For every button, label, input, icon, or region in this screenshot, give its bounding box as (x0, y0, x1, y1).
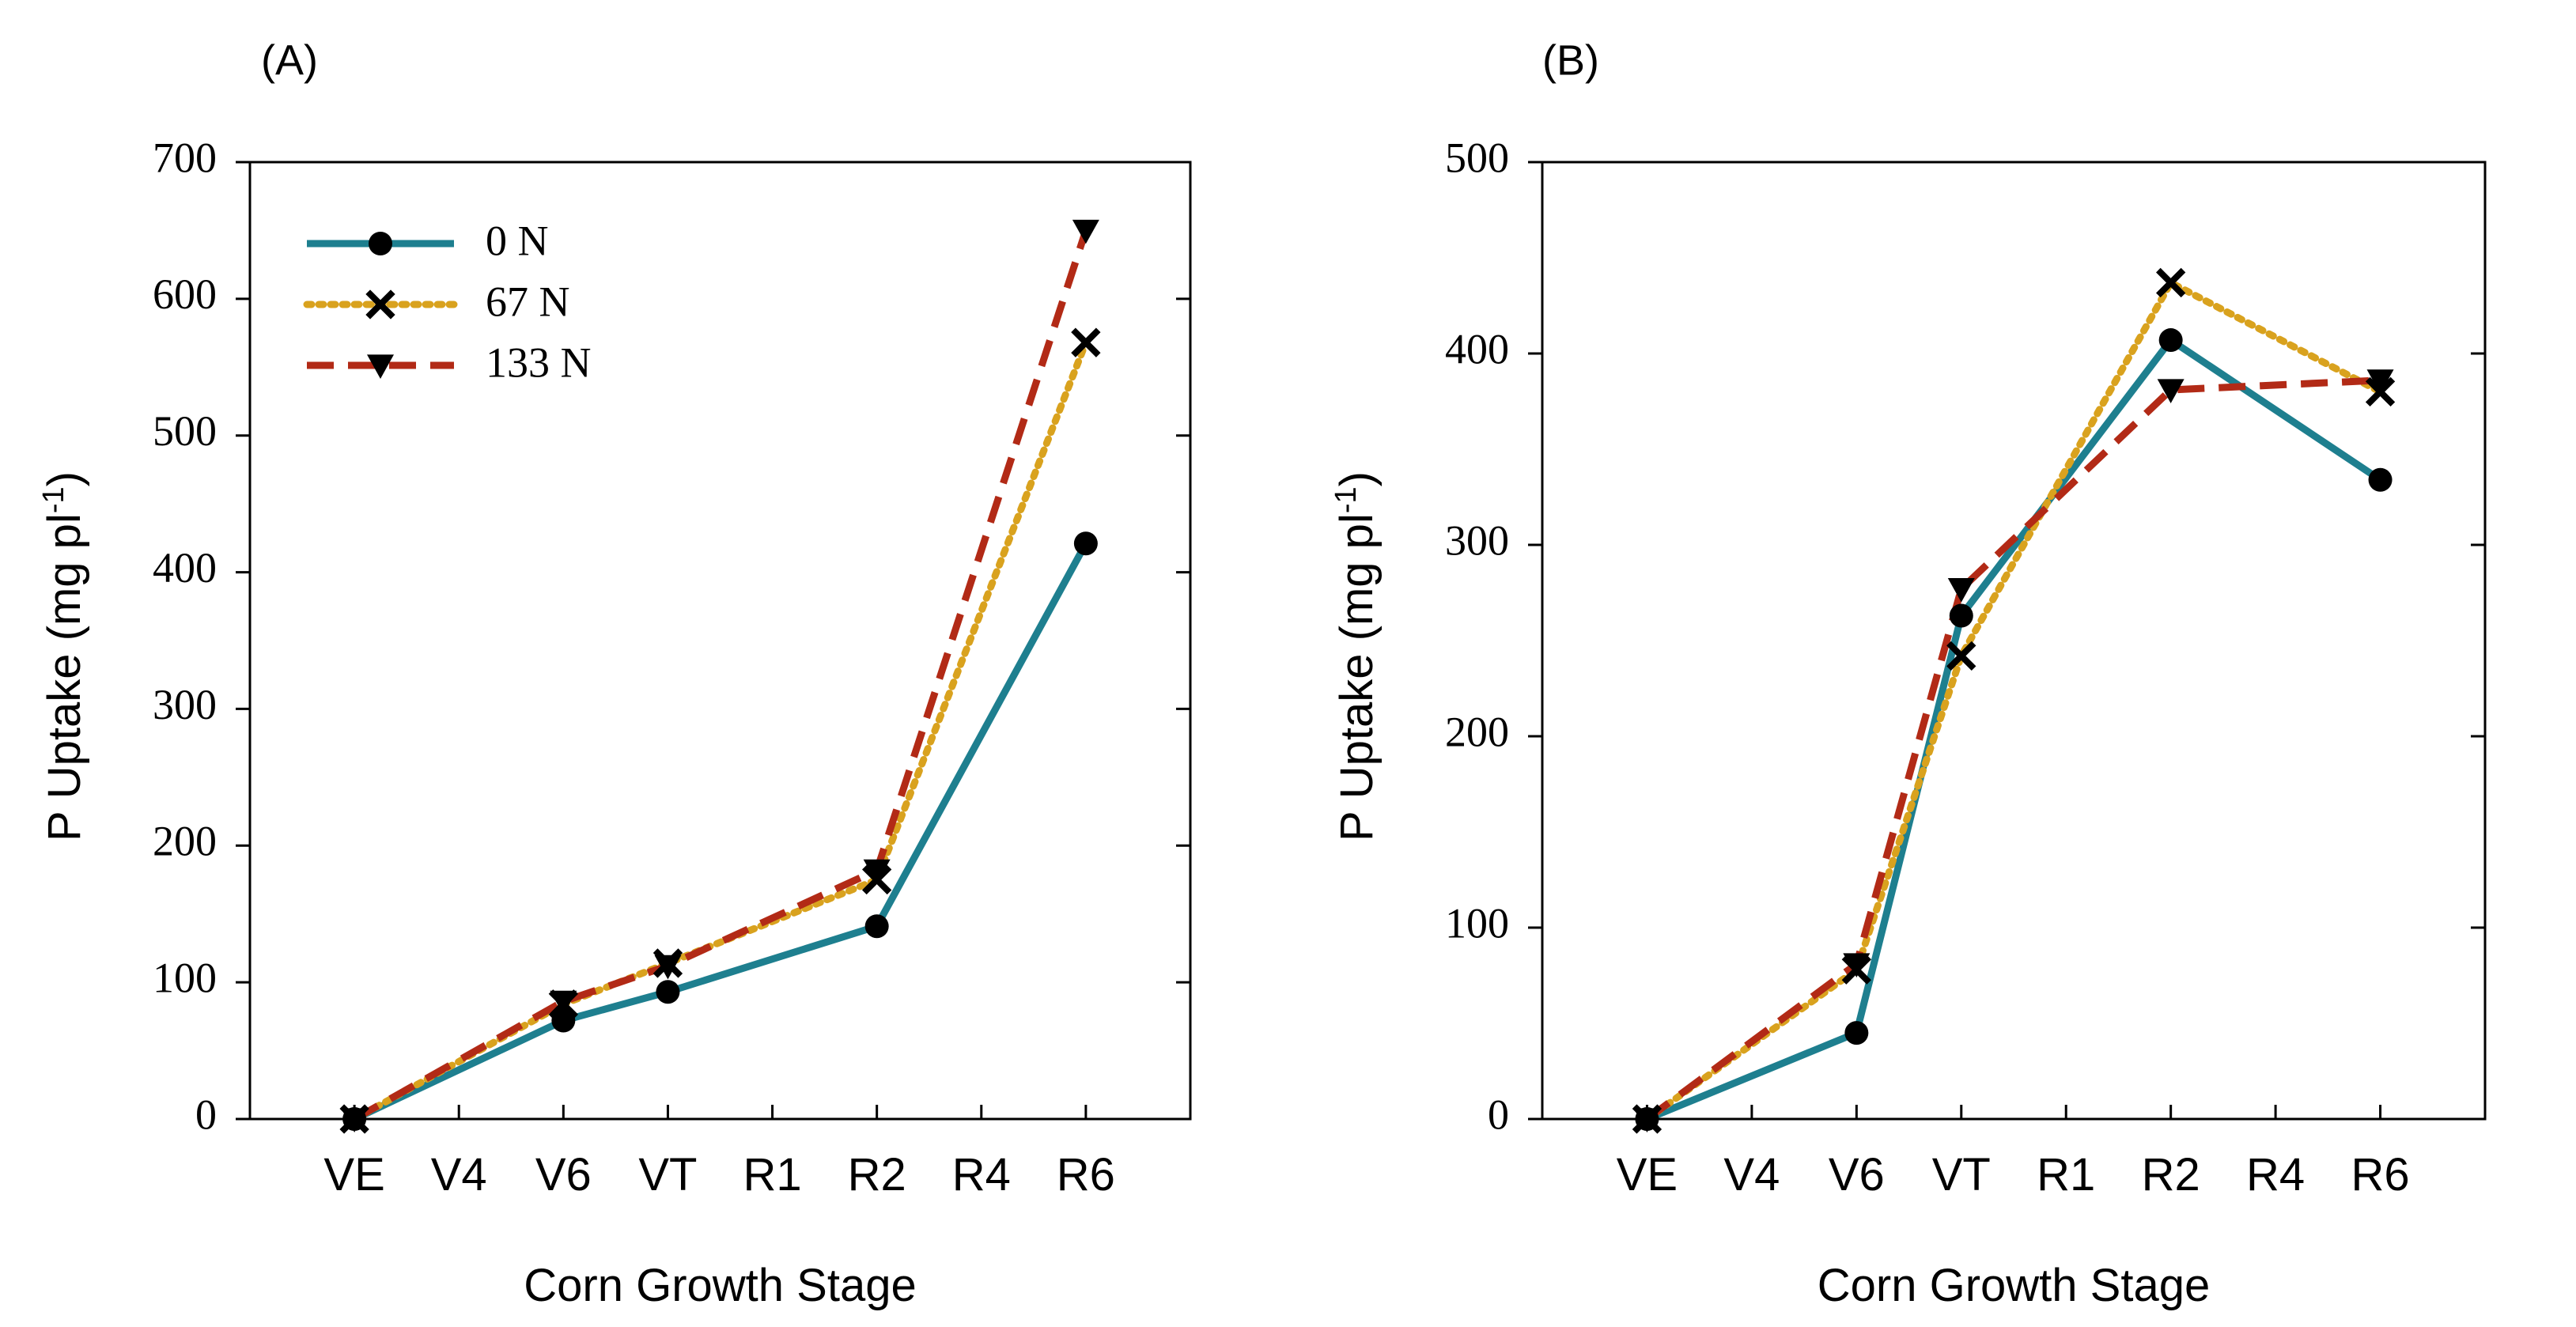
data-point-67n (2156, 267, 2186, 298)
series-line-67n (350, 338, 1090, 1123)
y-tick-label: 600 (153, 270, 217, 318)
x-tick-label: R2 (2142, 1149, 2200, 1200)
y-tick-label: 400 (153, 544, 217, 592)
data-point-67n (1071, 327, 1101, 357)
y-tick-label: 200 (1445, 708, 1509, 755)
x-axis-title-b: Corn Growth Stage (1818, 1260, 2210, 1311)
legend: 0 N 67 N 133 N (303, 217, 592, 386)
y-axis-title-b: P Uptake (mg pl-1) (1330, 471, 1383, 841)
data-point-133n (1843, 953, 1871, 977)
panel-a: (A) 0 100 200 300 400 500 600 700 VE V4 V6 VT R1 R2 R4 R… (37, 36, 1192, 1311)
legend-marker-0 (369, 232, 392, 255)
data-point-0n (2368, 467, 2393, 492)
legend-label-2: 133 N (486, 338, 592, 386)
panel-label-a: (A) (261, 36, 318, 84)
x-tick-label: V4 (1723, 1149, 1780, 1200)
data-point-133n (1633, 1108, 1661, 1132)
data-point-67n (1946, 641, 1976, 671)
x-tick-label: VT (638, 1149, 697, 1200)
data-point-0n (551, 1008, 576, 1033)
series-line-133n (352, 229, 1090, 1122)
legend-marker-2 (367, 354, 394, 379)
y-tick-label: 300 (1445, 516, 1509, 564)
x-tick-label: R4 (2246, 1149, 2305, 1200)
data-point-0n (1073, 531, 1098, 556)
data-point-133n (654, 955, 682, 980)
y-tick-label: 700 (153, 134, 217, 181)
x-axis-title-a: Corn Growth Stage (524, 1260, 916, 1311)
data-point-0n (864, 914, 889, 939)
panel-label-b: (B) (1542, 36, 1599, 84)
data-point-0n (1949, 603, 1973, 628)
data-point-133n (2366, 369, 2394, 394)
y-tick-label: 400 (1445, 325, 1509, 372)
data-point-133n (341, 1108, 369, 1132)
y-tick-label: 0 (195, 1091, 217, 1138)
plot-frame-a (248, 161, 1192, 1121)
data-point-133n (2157, 379, 2184, 403)
series-line-133n (1644, 376, 2381, 1122)
data-point-133n (550, 990, 577, 1015)
series-line-0n (1645, 336, 2383, 1123)
y-tick-label: 300 (153, 681, 217, 728)
data-point-0n (2158, 328, 2183, 353)
x-tick-label: R6 (1057, 1149, 1115, 1200)
y-axis-title-sup: -1 (37, 486, 70, 513)
plot-frame-b (1541, 161, 2487, 1121)
x-tick-label: VE (323, 1149, 384, 1200)
x-tick-label: R6 (2351, 1149, 2409, 1200)
data-point-67n-stroke-b (1071, 327, 1101, 357)
data-point-67n-stroke-b (2156, 267, 2186, 298)
x-tick-label: R1 (2037, 1149, 2095, 1200)
data-point-0n (1844, 1021, 1869, 1045)
y-axis-title-main: P Uptake (mg pl (1331, 513, 1383, 841)
x-tick-label: R1 (743, 1149, 801, 1200)
panel-b: (B) 0 100 200 300 400 500 VE V4 V6 VT R1 R2 R4 R6 Corn … (1330, 36, 2487, 1311)
x-tick-label: VE (1617, 1149, 1678, 1200)
y-axis-title-main: P Uptake (mg pl (39, 513, 90, 841)
data-point-67n-stroke-b (1946, 641, 1976, 671)
x-tick-label: VT (1932, 1149, 1991, 1200)
y-tick-label: 500 (1445, 134, 1509, 181)
y-axis-title-sup: -1 (1330, 486, 1363, 513)
legend-marker-1 (365, 289, 395, 319)
x-tick-label: V6 (535, 1149, 592, 1200)
data-point-0n (656, 980, 680, 1004)
y-axis-title-close: ) (39, 471, 90, 486)
y-tick-label: 100 (153, 955, 217, 1002)
x-tick-label: V6 (1829, 1149, 1885, 1200)
x-tick-label: R2 (848, 1149, 906, 1200)
y-tick-label: 500 (153, 407, 217, 455)
x-tick-label: V4 (431, 1149, 487, 1200)
legend-label-1: 67 N (486, 278, 570, 325)
y-tick-label: 200 (153, 818, 217, 865)
y-tick-label: 100 (1445, 899, 1509, 947)
legend-label-0: 0 N (486, 217, 549, 264)
y-axis-title-a: P Uptake (mg pl-1) (37, 471, 90, 841)
y-axis-title-close: ) (1331, 471, 1383, 486)
y-tick-label: 0 (1488, 1091, 1509, 1138)
data-point-133n (1072, 219, 1099, 244)
legend-marker-1-stroke-b (365, 289, 395, 319)
data-point-133n (863, 859, 891, 884)
data-point-133n (1947, 578, 1975, 603)
x-tick-label: R4 (952, 1149, 1011, 1200)
